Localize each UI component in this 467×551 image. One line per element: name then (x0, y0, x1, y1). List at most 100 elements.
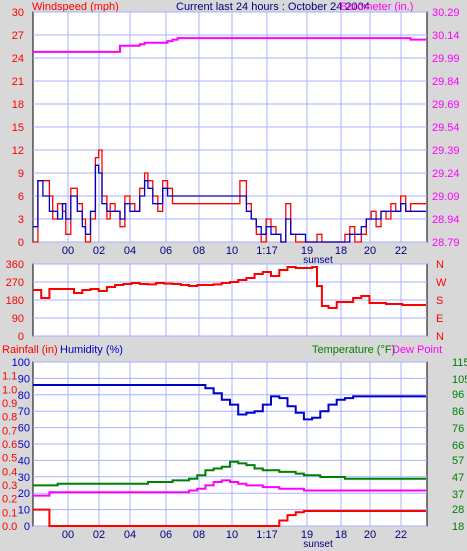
barometer-tick-label: 29.84 (432, 76, 460, 88)
x-tick-label: 02 (93, 529, 105, 541)
rainfall-tick-label: 0.5 (2, 453, 17, 465)
compass-tick-label: E (436, 313, 443, 325)
humidity-series (33, 384, 426, 421)
rainfall-tick-label: 1.0 (2, 384, 17, 396)
rainfall-tick-label: 0.2 (2, 494, 17, 506)
windspeed-tick-label: 27 (12, 30, 24, 42)
humidity-tick-label: 60 (18, 423, 30, 435)
barometer-tick-label: 29.24 (432, 168, 460, 180)
humidity-tick-label: 20 (18, 488, 30, 500)
x-tick-label: 00 (62, 245, 74, 257)
x-tick-label: 1:17 (256, 529, 277, 541)
x-tick-label: 02 (93, 245, 105, 257)
temperature-tick-label: 115 (452, 357, 467, 369)
temperature-tick-label: 18 (452, 521, 464, 533)
humidity-tick-label: 30 (18, 472, 30, 484)
x-tick-label: 20 (364, 529, 376, 541)
windspeed-tick-label: 0 (18, 237, 24, 249)
direction-tick-label: 0 (18, 331, 24, 343)
temperature-tick-label: 47 (452, 472, 464, 484)
rainfall-tick-label: 1.1 (2, 371, 17, 383)
compass-tick-label: N (436, 259, 444, 271)
barometer-axis-title: Barometer (in.) (340, 1, 413, 13)
x-tick-label: 18 (335, 245, 347, 257)
wind-average-series (33, 164, 426, 243)
sunset-label: sunset (303, 255, 333, 266)
rainfall-series (33, 508, 426, 527)
rain-humidity-temp-panel: 00 02 04 06 08 10 1:17 19 18 20 22 sunset 0.0 0.10.2 0… (2, 357, 467, 550)
dew-point-series (33, 479, 426, 497)
temperature-tick-label: 66 (452, 440, 464, 452)
x-tick-label: 20 (364, 245, 376, 257)
barometer-tick-label: 29.69 (432, 99, 460, 111)
rainfall-tick-label: 0.9 (2, 398, 17, 410)
windspeed-tick-label: 3 (18, 214, 24, 226)
x-tick-label: 04 (124, 245, 136, 257)
temperature-series (33, 460, 426, 487)
barometer-tick-label: 28.79 (432, 237, 460, 249)
temperature-tick-label: 76 (452, 423, 464, 435)
date-title: Current last 24 hours : October 24 2004 (176, 1, 370, 13)
humidity-tick-label: 70 (18, 406, 30, 418)
x-tick-label: 08 (193, 529, 205, 541)
x-tick-label: 19 (301, 529, 313, 541)
temperature-tick-label: 86 (452, 406, 464, 418)
barometer-tick-label: 29.09 (432, 191, 460, 203)
windspeed-tick-label: 24 (12, 53, 24, 65)
dew-point-axis-title: Dew Point (392, 344, 442, 356)
wind-gust-series (33, 149, 426, 243)
barometer-tick-label: 30.14 (432, 30, 460, 42)
windspeed-tick-label: 6 (18, 191, 24, 203)
wind-barometer-panel: 00 02 04 06 08 10 1:17 19 18 20 22 sunset 0 3 6 9 12 15 18… (12, 7, 460, 266)
direction-tick-label: 90 (12, 313, 24, 325)
temperature-axis-title: Temperature (°F) (312, 344, 395, 356)
rainfall-tick-label: 0.7 (2, 425, 17, 437)
direction-tick-label: 180 (6, 295, 24, 307)
barometer-tick-label: 28.94 (432, 214, 460, 226)
x-tick-label: 10 (226, 529, 238, 541)
barometer-tick-label: 29.54 (432, 122, 460, 134)
barometer-tick-label: 29.39 (432, 145, 460, 157)
x-tick-label: 10 (226, 245, 238, 257)
humidity-tick-label: 90 (18, 373, 30, 385)
x-tick-label: 19 (301, 245, 313, 257)
windspeed-tick-label: 12 (12, 145, 24, 157)
humidity-tick-label: 10 (18, 505, 30, 517)
windspeed-axis-title: Windspeed (mph) (32, 1, 119, 13)
wind-direction-series (33, 266, 426, 309)
compass-tick-label: W (436, 277, 447, 289)
sunset-label: sunset (303, 539, 333, 550)
humidity-axis-title: Humidity (%) (60, 344, 123, 356)
barometer-tick-label: 29.99 (432, 53, 460, 65)
windspeed-tick-label: 9 (18, 168, 24, 180)
compass-tick-label: N (436, 331, 444, 343)
x-tick-label: 22 (395, 245, 407, 257)
rainfall-tick-label: 0.0 (2, 521, 17, 533)
humidity-tick-label: 100 (12, 357, 30, 369)
temperature-tick-label: 96 (452, 389, 464, 401)
humidity-tick-label: 80 (18, 390, 30, 402)
x-tick-label: 1:17 (256, 245, 277, 257)
x-tick-label: 06 (160, 529, 172, 541)
temperature-tick-label: 57 (452, 455, 464, 467)
windspeed-tick-label: 30 (12, 7, 24, 19)
temperature-tick-label: 37 (452, 489, 464, 501)
x-tick-label: 04 (124, 529, 136, 541)
barometer-series (33, 37, 426, 53)
x-tick-label: 08 (193, 245, 205, 257)
windspeed-tick-label: 21 (12, 76, 24, 88)
rainfall-axis-title: Rainfall (in) (2, 344, 58, 356)
windspeed-tick-label: 15 (12, 122, 24, 134)
rainfall-tick-label: 0.8 (2, 412, 17, 424)
temperature-tick-label: 105 (452, 374, 467, 386)
rainfall-tick-label: 0.4 (2, 466, 17, 478)
rainfall-tick-label: 0.3 (2, 480, 17, 492)
barometer-tick-label: 30.29 (432, 7, 460, 19)
x-tick-label: 00 (62, 529, 74, 541)
humidity-tick-label: 40 (18, 455, 30, 467)
direction-tick-label: 360 (6, 259, 24, 271)
rainfall-tick-label: 0.1 (2, 507, 17, 519)
direction-tick-label: 270 (6, 277, 24, 289)
